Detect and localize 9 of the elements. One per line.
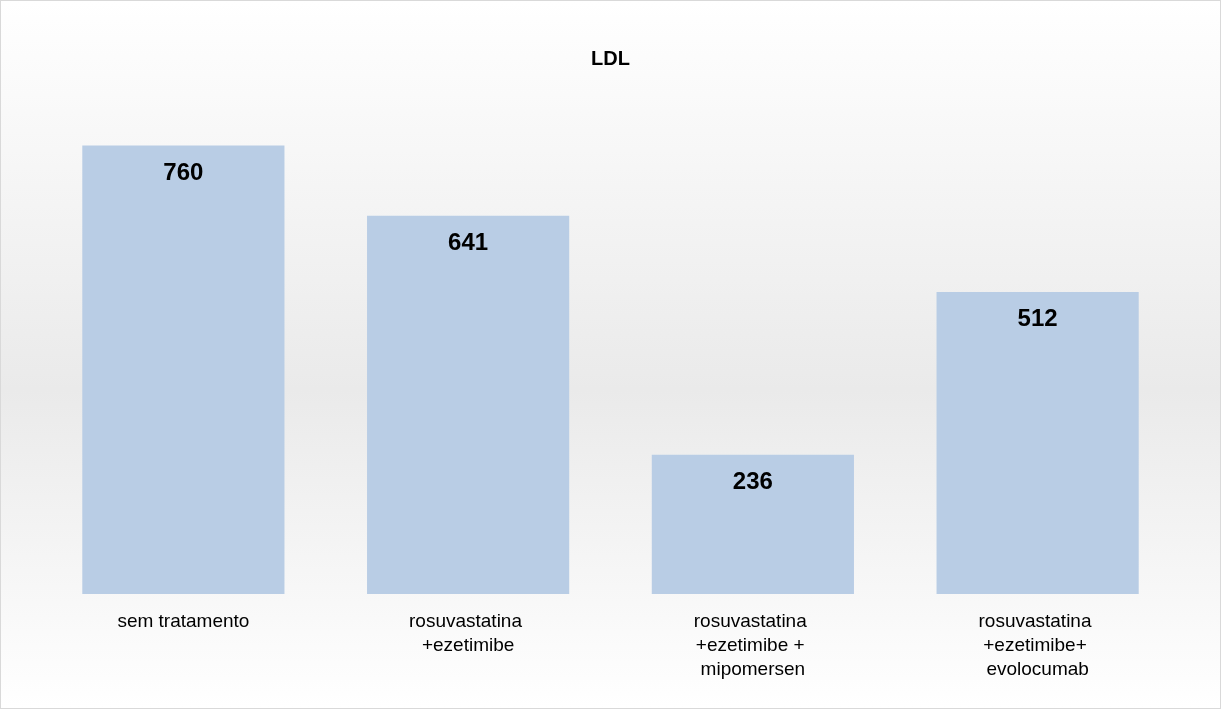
data-label: 236 xyxy=(732,467,773,495)
x-tick-label: rosuvastatina +ezetimibe + mipomersen xyxy=(693,609,813,679)
x-tick-label: sem tratamento xyxy=(117,609,250,631)
x-tick-label: rosuvastatina +ezetimibe xyxy=(408,609,528,655)
x-tick-label: rosuvastatina +ezetimibe+ evolocumab xyxy=(978,609,1097,679)
data-label: 760 xyxy=(163,158,204,186)
data-label: 641 xyxy=(448,228,489,256)
data-label: 512 xyxy=(1017,304,1058,332)
chart-title: LDL xyxy=(591,47,630,69)
